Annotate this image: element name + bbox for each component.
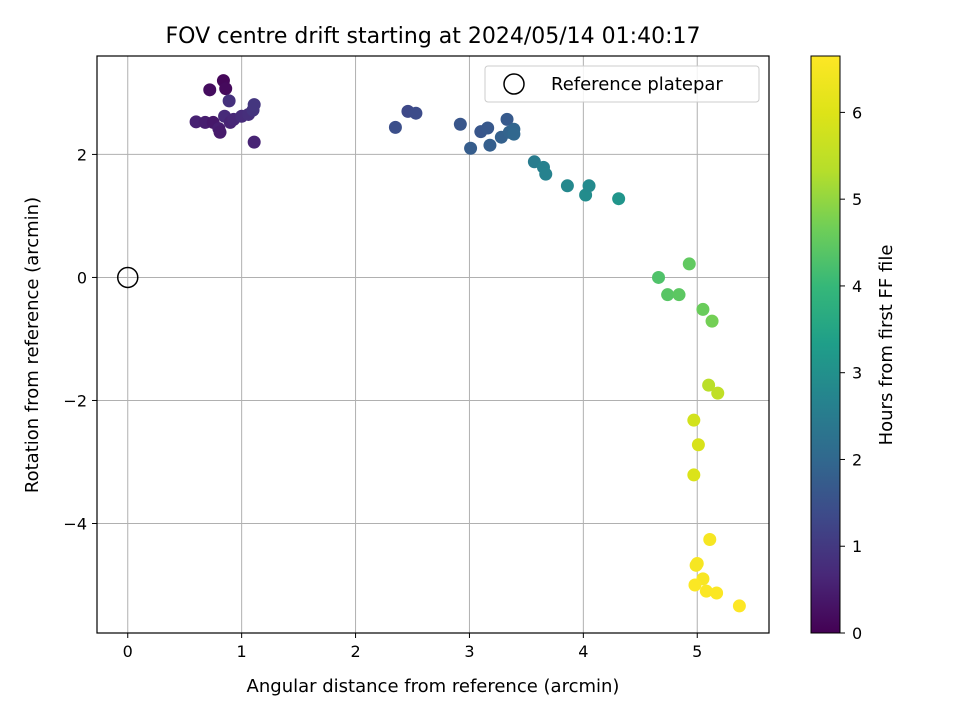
data-point	[247, 98, 261, 112]
x-axis-ticks: 0 1 2 3 4 5	[123, 633, 702, 661]
data-point	[661, 288, 675, 302]
legend-box	[484, 65, 760, 103]
data-point	[539, 167, 553, 181]
data-point	[652, 270, 666, 284]
data-point	[464, 141, 478, 155]
data-points	[189, 74, 746, 613]
x-tick-label: 0	[123, 642, 133, 661]
grid	[97, 56, 769, 633]
data-point	[560, 179, 574, 193]
x-tick-label: 3	[464, 642, 474, 661]
colorbar-gradient	[810, 55, 841, 634]
data-point	[219, 82, 233, 96]
data-point	[483, 138, 497, 152]
y-axis-ticks: −4 −2 0 2	[63, 145, 97, 534]
chart-title: FOV centre drift starting at 2024/05/14 …	[166, 24, 701, 49]
data-point	[702, 378, 716, 392]
x-tick-label: 2	[350, 642, 360, 661]
data-point	[688, 578, 702, 592]
data-point	[691, 438, 705, 452]
colorbar-tick-label: 1	[852, 537, 862, 556]
x-tick-label: 4	[578, 642, 588, 661]
legend-reference-marker	[503, 73, 525, 95]
colorbar-tick-label: 0	[852, 624, 862, 643]
y-tick-label: 2	[77, 145, 87, 164]
data-point	[696, 302, 710, 316]
data-point	[687, 468, 701, 482]
data-point	[222, 94, 236, 108]
colorbar-tick-label: 4	[852, 277, 862, 296]
data-point	[213, 125, 227, 139]
data-point	[672, 288, 686, 302]
reference-marker	[117, 266, 139, 289]
y-tick-label: −2	[63, 391, 87, 410]
data-point	[507, 127, 521, 141]
data-point	[703, 532, 717, 546]
legend: Reference platepar	[484, 65, 760, 103]
data-point	[582, 179, 596, 193]
data-point	[711, 386, 725, 400]
colorbar-tick-label: 5	[852, 190, 862, 209]
reference-marker-group	[117, 266, 139, 289]
data-point	[612, 192, 626, 206]
y-tick-label: 0	[77, 268, 87, 287]
data-point	[699, 584, 713, 598]
colorbar-tick-label: 3	[852, 364, 862, 383]
data-point	[705, 314, 719, 328]
x-tick-label: 5	[692, 642, 702, 661]
data-point	[710, 586, 724, 600]
colorbar-tick-label: 2	[852, 450, 862, 469]
data-point	[247, 135, 261, 149]
colorbar-tick-label: 6	[852, 103, 862, 122]
colorbar: 0 1 2 3 4 5 6 Hours from first FF file	[810, 55, 897, 643]
data-point	[481, 121, 495, 135]
y-tick-label: −4	[63, 515, 87, 534]
data-point	[689, 558, 703, 572]
data-point	[453, 117, 467, 131]
data-point	[687, 413, 701, 427]
x-tick-label: 1	[237, 642, 247, 661]
data-point	[203, 83, 217, 97]
colorbar-label: Hours from first FF file	[876, 245, 897, 446]
x-axis-label: Angular distance from reference (arcmin)	[247, 676, 620, 697]
legend-entry-reference: Reference platepar	[551, 74, 723, 95]
data-point	[732, 599, 746, 613]
data-point	[409, 106, 423, 120]
plot-frame	[96, 55, 770, 634]
data-point	[682, 257, 696, 271]
data-point	[500, 112, 514, 126]
colorbar-ticks: 0 1 2 3 4 5 6	[840, 103, 862, 643]
y-axis-label: Rotation from reference (arcmin)	[22, 197, 43, 493]
data-point	[388, 120, 402, 134]
